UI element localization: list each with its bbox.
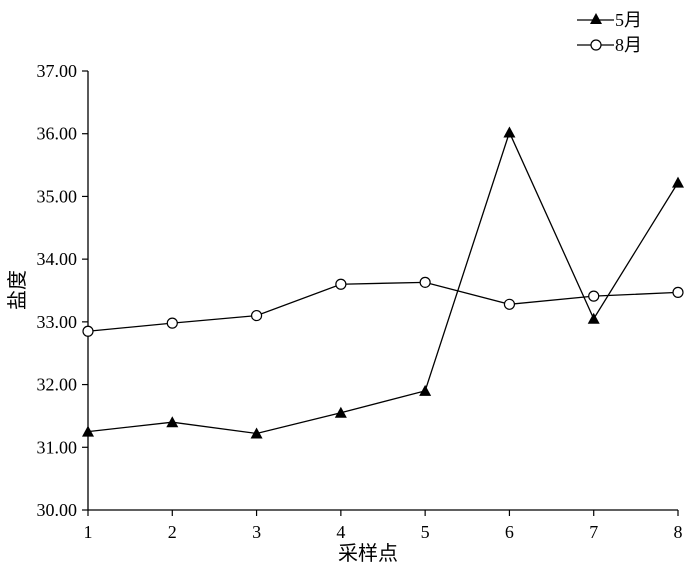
data-point-circle xyxy=(672,286,684,298)
data-point-triangle xyxy=(334,406,347,418)
data-point-circle xyxy=(419,276,431,288)
y-tick-label: 37.00 xyxy=(37,61,78,81)
series-line-1 xyxy=(87,130,679,435)
legend-label-8: 8月 xyxy=(615,35,642,55)
y-tick-label: 32.00 xyxy=(37,375,78,395)
data-point-triangle xyxy=(503,126,516,138)
data-point-circle xyxy=(588,290,600,302)
x-tick-label: 7 xyxy=(589,522,598,542)
data-point-triangle xyxy=(82,425,94,437)
legend-item-5: 5月 xyxy=(577,10,642,30)
data-point-triangle xyxy=(587,312,600,324)
data-point-triangle xyxy=(419,384,432,396)
data-point-circle xyxy=(166,317,178,329)
x-tick-label: 1 xyxy=(84,522,93,542)
data-point-triangle xyxy=(166,416,179,428)
series-line-2 xyxy=(87,281,679,332)
x-axis-title: 采样点 xyxy=(338,541,398,565)
legend: 5月 8月 xyxy=(577,10,642,55)
y-axis-title: 盐度 xyxy=(5,270,29,310)
x-tick-label: 8 xyxy=(674,522,683,542)
y-tick-label: 33.00 xyxy=(37,312,78,332)
y-tick-label: 30.00 xyxy=(37,500,78,520)
y-tick-label: 34.00 xyxy=(37,249,78,269)
data-point-circle xyxy=(82,325,94,337)
data-point-triangle xyxy=(250,427,263,439)
x-tick-label: 2 xyxy=(168,522,177,542)
legend-label-5: 5月 xyxy=(615,10,642,30)
axes xyxy=(87,71,678,511)
x-tick-label: 5 xyxy=(421,522,430,542)
x-tick-label: 6 xyxy=(505,522,514,542)
data-point-circle xyxy=(250,309,263,322)
legend-item-8: 8月 xyxy=(577,35,642,55)
ticks: 30.00 31.00 32.00 33.00 34.00 35.00 36.00 37.00… xyxy=(37,61,683,542)
y-tick-label: 31.00 xyxy=(37,437,78,457)
data-point-circle xyxy=(503,298,516,310)
data-point-circle xyxy=(335,278,347,290)
series xyxy=(82,126,684,439)
x-tick-label: 3 xyxy=(252,522,261,542)
data-point-triangle xyxy=(672,176,684,188)
y-tick-label: 35.00 xyxy=(37,186,78,206)
x-tick-label: 4 xyxy=(336,522,345,542)
y-tick-label: 36.00 xyxy=(37,124,78,144)
